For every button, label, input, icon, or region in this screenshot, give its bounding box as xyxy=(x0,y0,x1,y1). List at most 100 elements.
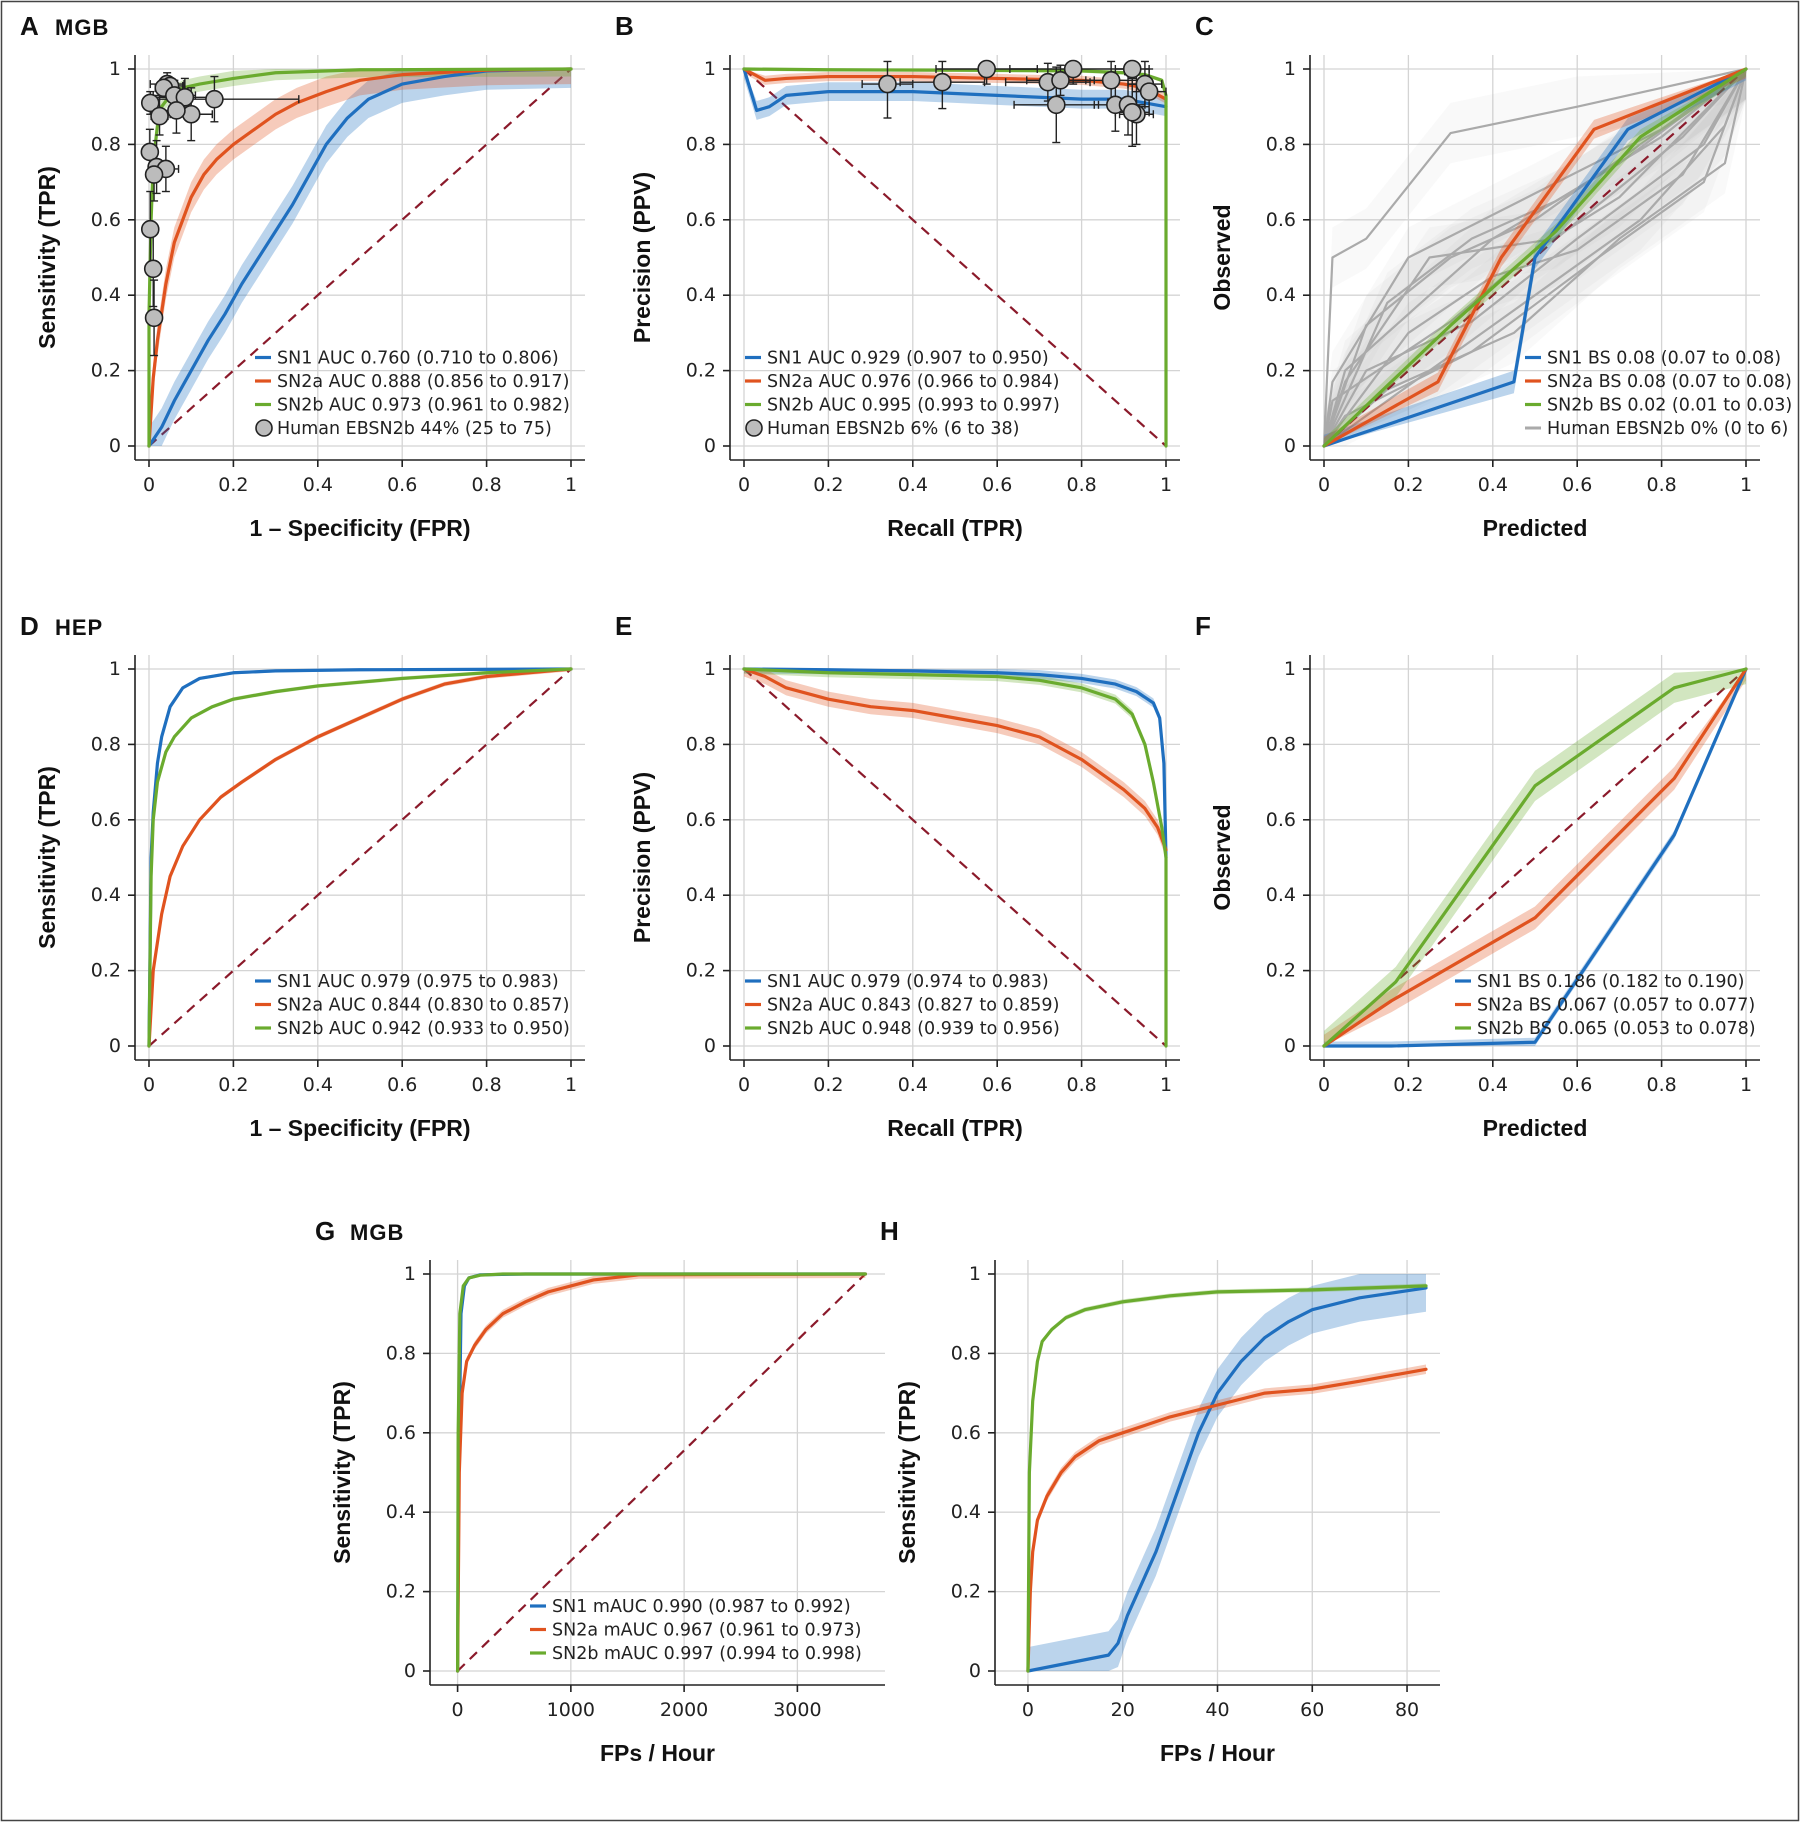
y-tick-label: 0.8 xyxy=(91,733,121,755)
series-line-sn1 xyxy=(1026,1286,1428,1673)
y-tick-label: 0.4 xyxy=(1266,884,1296,906)
human-reader-point xyxy=(140,219,160,239)
legend-entry: Human EBSN2b 6% (6 to 38) xyxy=(767,419,1020,439)
y-tick-label: 1 xyxy=(704,658,716,680)
panel-letter: D xyxy=(20,611,39,641)
x-tick-label: 0 xyxy=(738,1074,750,1096)
confidence-band-sn1 xyxy=(1324,669,1746,1046)
legend: SN1 AUC 0.979 (0.975 to 0.983) SN2a AUC 0… xyxy=(255,972,570,1039)
y-tick-label: 0.4 xyxy=(951,1501,981,1523)
y-tick-label: 0.4 xyxy=(1266,284,1296,306)
legend-entry: Human EBSN2b 44% (25 to 75) xyxy=(277,419,552,439)
x-tick-label: 1000 xyxy=(547,1699,595,1721)
legend-entry: SN2b AUC 0.973 (0.961 to 0.982) xyxy=(277,396,570,416)
x-tick-label: 0 xyxy=(1318,474,1330,496)
x-tick-label: 0.4 xyxy=(1478,1074,1508,1096)
series-line-sn2b xyxy=(147,667,573,1048)
x-tick-label: 0 xyxy=(452,1699,464,1721)
y-tick-label: 0.8 xyxy=(686,133,716,155)
legend: SN1 AUC 0.979 (0.974 to 0.983) SN2a AUC 0… xyxy=(745,972,1060,1039)
y-axis-title: Sensitivity (TPR) xyxy=(34,166,60,349)
reference-diagonal-line xyxy=(1323,68,1747,447)
legend-swatch-human xyxy=(255,419,273,437)
y-tick-label: 0 xyxy=(969,1660,981,1682)
legend-entry: SN1 BS 0.08 (0.07 to 0.08) xyxy=(1547,349,1781,369)
human-calibration-line xyxy=(1322,68,1747,447)
human-reader-point xyxy=(1122,103,1142,122)
legend-entry: SN2a BS 0.08 (0.07 to 0.08) xyxy=(1547,372,1792,392)
human-reader-point xyxy=(933,72,952,92)
y-tick-label: 0.6 xyxy=(386,1422,416,1444)
x-tick-label: 0 xyxy=(1318,1074,1330,1096)
legend-entry: SN1 AUC 0.979 (0.974 to 0.983) xyxy=(767,972,1049,992)
x-tick-label: 20 xyxy=(1111,1699,1135,1721)
y-tick-label: 0.8 xyxy=(1266,133,1296,155)
x-tick-label: 0.8 xyxy=(1066,474,1096,496)
y-tick-label: 0.6 xyxy=(686,209,716,231)
x-tick-label: 1 xyxy=(1160,1074,1172,1096)
x-tick-label: 0.4 xyxy=(1478,474,1508,496)
legend: SN1 BS 0.08 (0.07 to 0.08) SN2a BS 0.08 (… xyxy=(1525,349,1792,439)
human-band xyxy=(1324,69,1746,446)
y-tick-label: 0.8 xyxy=(386,1342,416,1364)
y-tick-label: 0.2 xyxy=(1266,360,1296,382)
y-tick-label: 0 xyxy=(404,1660,416,1682)
legend-entry: SN1 AUC 0.929 (0.907 to 0.950) xyxy=(767,349,1049,369)
x-tick-label: 0.6 xyxy=(1562,474,1592,496)
x-tick-label: 0.4 xyxy=(303,474,333,496)
x-tick-label: 1 xyxy=(565,1074,577,1096)
y-axis-title: Sensitivity (TPR) xyxy=(34,766,60,949)
x-tick-label: 0.8 xyxy=(471,1074,501,1096)
x-tick-label: 60 xyxy=(1300,1699,1324,1721)
legend-entry: SN1 AUC 0.760 (0.710 to 0.806) xyxy=(277,349,559,369)
series-line-sn2a xyxy=(742,667,1168,852)
series-line-sn2a xyxy=(147,67,573,448)
human-reader-point xyxy=(150,106,169,126)
legend-entry: SN2a AUC 0.888 (0.856 to 0.917) xyxy=(277,372,569,392)
x-tick-label: 2000 xyxy=(660,1699,708,1721)
legend-entry: SN2b AUC 0.948 (0.939 to 0.956) xyxy=(767,1019,1060,1039)
y-tick-label: 0 xyxy=(704,1035,716,1057)
y-tick-label: 0.2 xyxy=(951,1581,981,1603)
y-tick-label: 0.6 xyxy=(951,1422,981,1444)
x-tick-label: 0 xyxy=(143,474,155,496)
y-axis-title: Sensitivity (TPR) xyxy=(329,1381,355,1564)
human-band xyxy=(1324,69,1746,446)
y-tick-label: 0.2 xyxy=(91,360,121,382)
x-tick-label: 0.4 xyxy=(898,1074,928,1096)
legend-entry: SN1 mAUC 0.990 (0.987 to 0.992) xyxy=(552,1597,851,1617)
x-tick-label: 0.2 xyxy=(218,1074,248,1096)
confidence-band-sn2b xyxy=(1027,1283,1426,1671)
y-axis-title: Observed xyxy=(1209,804,1235,910)
human-reader-point xyxy=(144,308,164,328)
y-tick-label: 0.4 xyxy=(686,284,716,306)
y-tick-label: 0.4 xyxy=(91,284,121,306)
x-tick-label: 0.2 xyxy=(1393,474,1423,496)
panel-g: 0 1000 2000 3000 0 0.2 0.4 0.6 0.8 1 FPs / Hour Sen… xyxy=(315,1216,885,1766)
x-tick-label: 1 xyxy=(565,474,577,496)
panel-letter: A xyxy=(20,11,39,41)
y-tick-label: 1 xyxy=(109,58,121,80)
legend-entry: SN2a AUC 0.843 (0.827 to 0.859) xyxy=(767,996,1059,1016)
reference-diagonal-line xyxy=(456,1273,867,1672)
legend-entry: SN2a BS 0.067 (0.057 to 0.077) xyxy=(1477,996,1755,1016)
x-tick-label: 0 xyxy=(738,474,750,496)
x-tick-label: 0.2 xyxy=(1393,1074,1423,1096)
reference-diagonal-line xyxy=(148,68,572,447)
x-axis-title: Recall (TPR) xyxy=(887,515,1022,541)
panels: 0 0.2 0.4 0.6 0.8 1 0 0.2 0.4 0.6 0.8 1 1 – Specific… xyxy=(20,11,1792,1766)
y-tick-label: 0.6 xyxy=(1266,209,1296,231)
y-tick-label: 1 xyxy=(109,658,121,680)
legend: SN1 mAUC 0.990 (0.987 to 0.992) SN2a mAUC… xyxy=(530,1597,862,1664)
series-line-sn2b xyxy=(1322,667,1748,1048)
x-tick-label: 0.4 xyxy=(303,1074,333,1096)
y-tick-label: 0.4 xyxy=(386,1501,416,1523)
panel-letter: H xyxy=(880,1216,899,1246)
human-reader-point xyxy=(1051,71,1070,90)
human-reader-point xyxy=(1063,59,1083,79)
y-tick-label: 0 xyxy=(109,1035,121,1057)
human-reader-point xyxy=(140,142,160,162)
series-line-sn2a xyxy=(455,1272,867,1673)
human-band xyxy=(1324,69,1746,446)
